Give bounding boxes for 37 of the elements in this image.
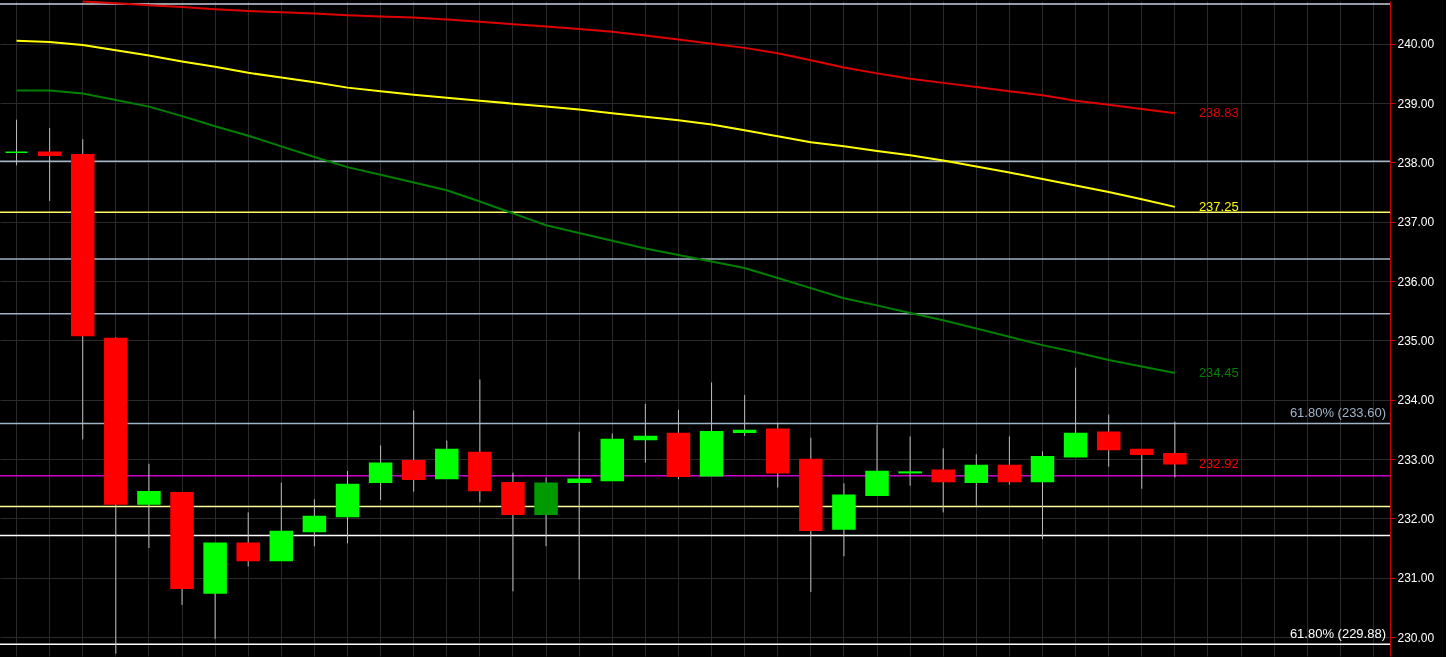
data-label: 234.45	[1198, 365, 1239, 380]
y-tick-label: 231.00	[1397, 571, 1435, 586]
y-tick-label: 233.00	[1397, 452, 1435, 467]
candlestick	[1163, 421, 1187, 478]
y-tick-label: 235.00	[1397, 333, 1435, 348]
y-tick-label: 238.00	[1397, 155, 1435, 170]
ref-line-label: 61.80% (233.60)	[1289, 405, 1386, 421]
candlestick	[1130, 448, 1154, 490]
ref-line-label: 61.80% (229.88)	[1289, 626, 1386, 642]
line-series	[81, 0, 1176, 115]
y-tick-label: 232.00	[1397, 511, 1435, 526]
candlestick	[898, 435, 922, 487]
candlestick	[865, 424, 889, 496]
candlestick	[4, 119, 29, 166]
candlestick	[931, 447, 955, 513]
candlestick	[1063, 367, 1088, 458]
y-tick-label: 230.00	[1397, 630, 1435, 645]
y-tick-label: 234.00	[1397, 393, 1435, 408]
line-series	[15, 89, 1176, 374]
candlestick	[401, 409, 426, 493]
data-label: 237.25	[1198, 198, 1239, 214]
candlestick	[964, 453, 989, 507]
line-series	[15, 39, 1176, 208]
candlestick	[997, 435, 1022, 486]
candlestick	[137, 463, 161, 549]
candlestick	[368, 444, 393, 501]
text: 232.92	[1198, 455, 1239, 471]
y-tick-label: 240.00	[1397, 37, 1435, 52]
candlestick	[732, 394, 757, 437]
candlestick	[302, 498, 327, 547]
candlestick	[567, 431, 591, 580]
y-tick-label: 236.00	[1397, 274, 1435, 289]
y-tick-label: 237.00	[1397, 215, 1435, 230]
candlestick	[236, 511, 260, 567]
data-label: 238.83	[1198, 105, 1239, 121]
candlestick	[1096, 414, 1121, 468]
y-tick-label: 239.00	[1397, 96, 1435, 111]
